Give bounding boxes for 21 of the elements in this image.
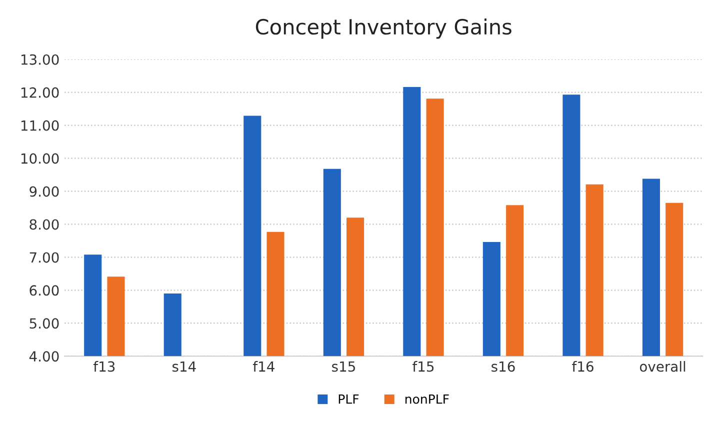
y-tick-label: 4.00 [29, 351, 59, 362]
y-tick-label: 12.00 [21, 87, 59, 98]
y-tick-label: 13.00 [21, 54, 59, 65]
y-tick-label: 6.00 [30, 285, 59, 296]
y-tick-label: 8.00 [30, 219, 59, 230]
x-tick-label: f14 [252, 361, 274, 372]
legend-label: PLF [338, 394, 359, 404]
y-tick-label: 7.00 [30, 252, 59, 263]
x-tick-label: s16 [492, 361, 515, 372]
legend-label: nonPLF [405, 394, 449, 404]
y-tick-label: 10.00 [21, 153, 59, 164]
x-tick-label: s15 [332, 361, 355, 372]
y-tick-label: 11.00 [21, 120, 59, 131]
y-tick-label: 5.00 [30, 318, 59, 329]
chart-title: Concept Inventory Gains [256, 18, 512, 39]
x-tick-label: f13 [93, 361, 115, 372]
x-tick-label: overall [640, 361, 686, 372]
x-tick-label: s14 [172, 361, 196, 372]
y-tick-label: 9.00 [30, 186, 59, 197]
x-tick-label: f15 [412, 361, 434, 372]
x-tick-label: f16 [572, 361, 594, 372]
